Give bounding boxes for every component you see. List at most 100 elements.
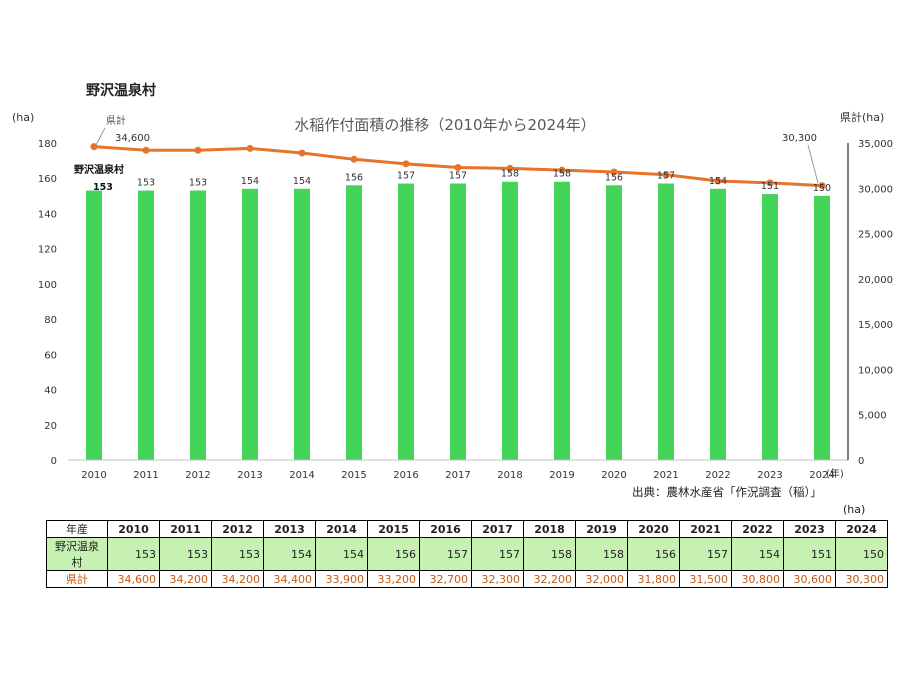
x-tick-label: 2014 [289,470,314,481]
village-value-cell: 153 [107,537,160,571]
prefecture-value-cell: 30,600 [783,570,836,588]
left-tick-label: 100 [38,280,57,291]
bar-value-label: 156 [605,172,623,183]
left-tick-label: 60 [44,350,57,361]
line-last-leader [807,144,819,184]
bar-value-label: 157 [657,171,675,182]
right-tick-label: 25,000 [858,230,893,241]
bar [190,190,206,461]
table-header-label: 年産 [46,520,108,538]
table-year-header: 2021 [679,520,732,538]
prefecture-row-label: 県計 [46,570,108,588]
bar [606,185,622,460]
prefecture-point [298,149,306,157]
x-tick-label: 2011 [133,470,158,481]
bar [762,194,778,461]
left-tick-label: 120 [38,245,57,256]
left-tick-label: 20 [44,421,57,432]
bar [138,190,154,461]
x-tick-label: 2022 [705,470,730,481]
prefecture-point [610,168,618,176]
village-title: 野沢温泉村 [86,83,156,99]
data-table: 年産 2010 2011 2012 2013 2014 2015 2016 2017 2018 2… [46,520,888,588]
prefecture-point [662,171,670,179]
table-year-header: 2018 [523,520,576,538]
right-tick-label: 5,000 [858,411,887,422]
prefecture-value-cell: 34,200 [211,570,264,588]
table-year-header: 2016 [419,520,472,538]
source-note: 出典：農林水産省「作況調査（稲）」 [632,485,822,499]
bar-value-label: 154 [293,176,311,187]
table-year-header: 2013 [263,520,316,538]
prefecture-value-cell: 32,200 [523,570,576,588]
village-value-cell: 151 [783,537,836,571]
x-tick-label: 2019 [549,470,574,481]
table-year-header: 2020 [627,520,680,538]
x-tick-label: 2018 [497,470,522,481]
prefecture-value-cell: 33,200 [367,570,420,588]
table-year-header: 2010 [107,520,160,538]
bar-series-label: 野沢温泉村 [74,163,124,176]
table-unit: (ha) [843,503,866,516]
chart-title: 水稲作付面積の推移（2010年から2024年） [294,116,595,134]
prefecture-value-cell: 30,300 [835,570,888,588]
right-tick-label: 0 [858,456,864,467]
bar [450,183,466,460]
prefecture-value-cell: 32,000 [575,570,628,588]
left-tick-label: 40 [44,386,57,397]
x-tick-label: 2017 [445,470,470,481]
line-series-label: 県計 [106,114,126,127]
prefecture-point [506,164,514,172]
x-tick-label: 2015 [341,470,366,481]
x-tick-label: 2020 [601,470,626,481]
x-tick-label: 2024 [809,470,834,481]
left-tick-label: 140 [38,209,57,220]
bar-value-label: 157 [449,171,467,182]
left-axis-unit: (ha) [12,111,34,124]
bar-value-label: 154 [241,176,259,187]
prefecture-value-cell: 33,900 [315,570,368,588]
right-tick-label: 30,000 [858,184,893,195]
x-tick-label: 2010 [81,470,106,481]
prefecture-value-cell: 34,400 [263,570,316,588]
prefecture-point [818,182,826,190]
bar [502,181,518,460]
bar-value-label: 157 [397,171,415,182]
x-tick-label: 2021 [653,470,678,481]
bar [710,188,726,461]
prefecture-value-cell: 31,800 [627,570,680,588]
prefecture-point [402,160,410,168]
bar-value-label: 158 [501,169,519,180]
prefecture-value-cell: 34,200 [159,570,212,588]
x-tick-label: 2013 [237,470,262,481]
x-tick-label: 2012 [185,470,210,481]
x-axis-unit: (年) [826,467,844,480]
village-value-cell: 153 [159,537,212,571]
table-year-header: 2014 [315,520,368,538]
right-axis-unit: 県計(ha) [840,110,884,124]
village-value-cell: 154 [731,537,784,571]
prefecture-point [714,177,722,185]
prefecture-value-cell: 32,300 [471,570,524,588]
left-tick-label: 160 [38,174,57,185]
village-value-cell: 157 [471,537,524,571]
x-tick-label: 2016 [393,470,418,481]
bar [398,183,414,460]
table-year-header: 2015 [367,520,420,538]
village-value-cell: 154 [315,537,368,571]
table-header-row: 年産 2010 2011 2012 2013 2014 2015 2016 2017 2018 2… [46,520,888,538]
prefecture-point [142,146,150,154]
prefecture-point [90,143,98,151]
left-tick-label: 180 [38,139,57,150]
bar-value-label: 151 [761,181,779,192]
village-value-cell: 156 [367,537,420,571]
bar [814,195,830,461]
prefecture-value-cell: 31,500 [679,570,732,588]
bar-value-label: 154 [709,176,727,187]
table-year-header: 2024 [835,520,888,538]
bar [242,188,258,461]
table-year-header: 2017 [471,520,524,538]
village-value-cell: 154 [263,537,316,571]
area-trend-chart: 水稲作付面積の推移（2010年から2024年） (ha) 県計(ha) 0 20 40 60… [12,110,893,481]
bar [86,190,102,461]
